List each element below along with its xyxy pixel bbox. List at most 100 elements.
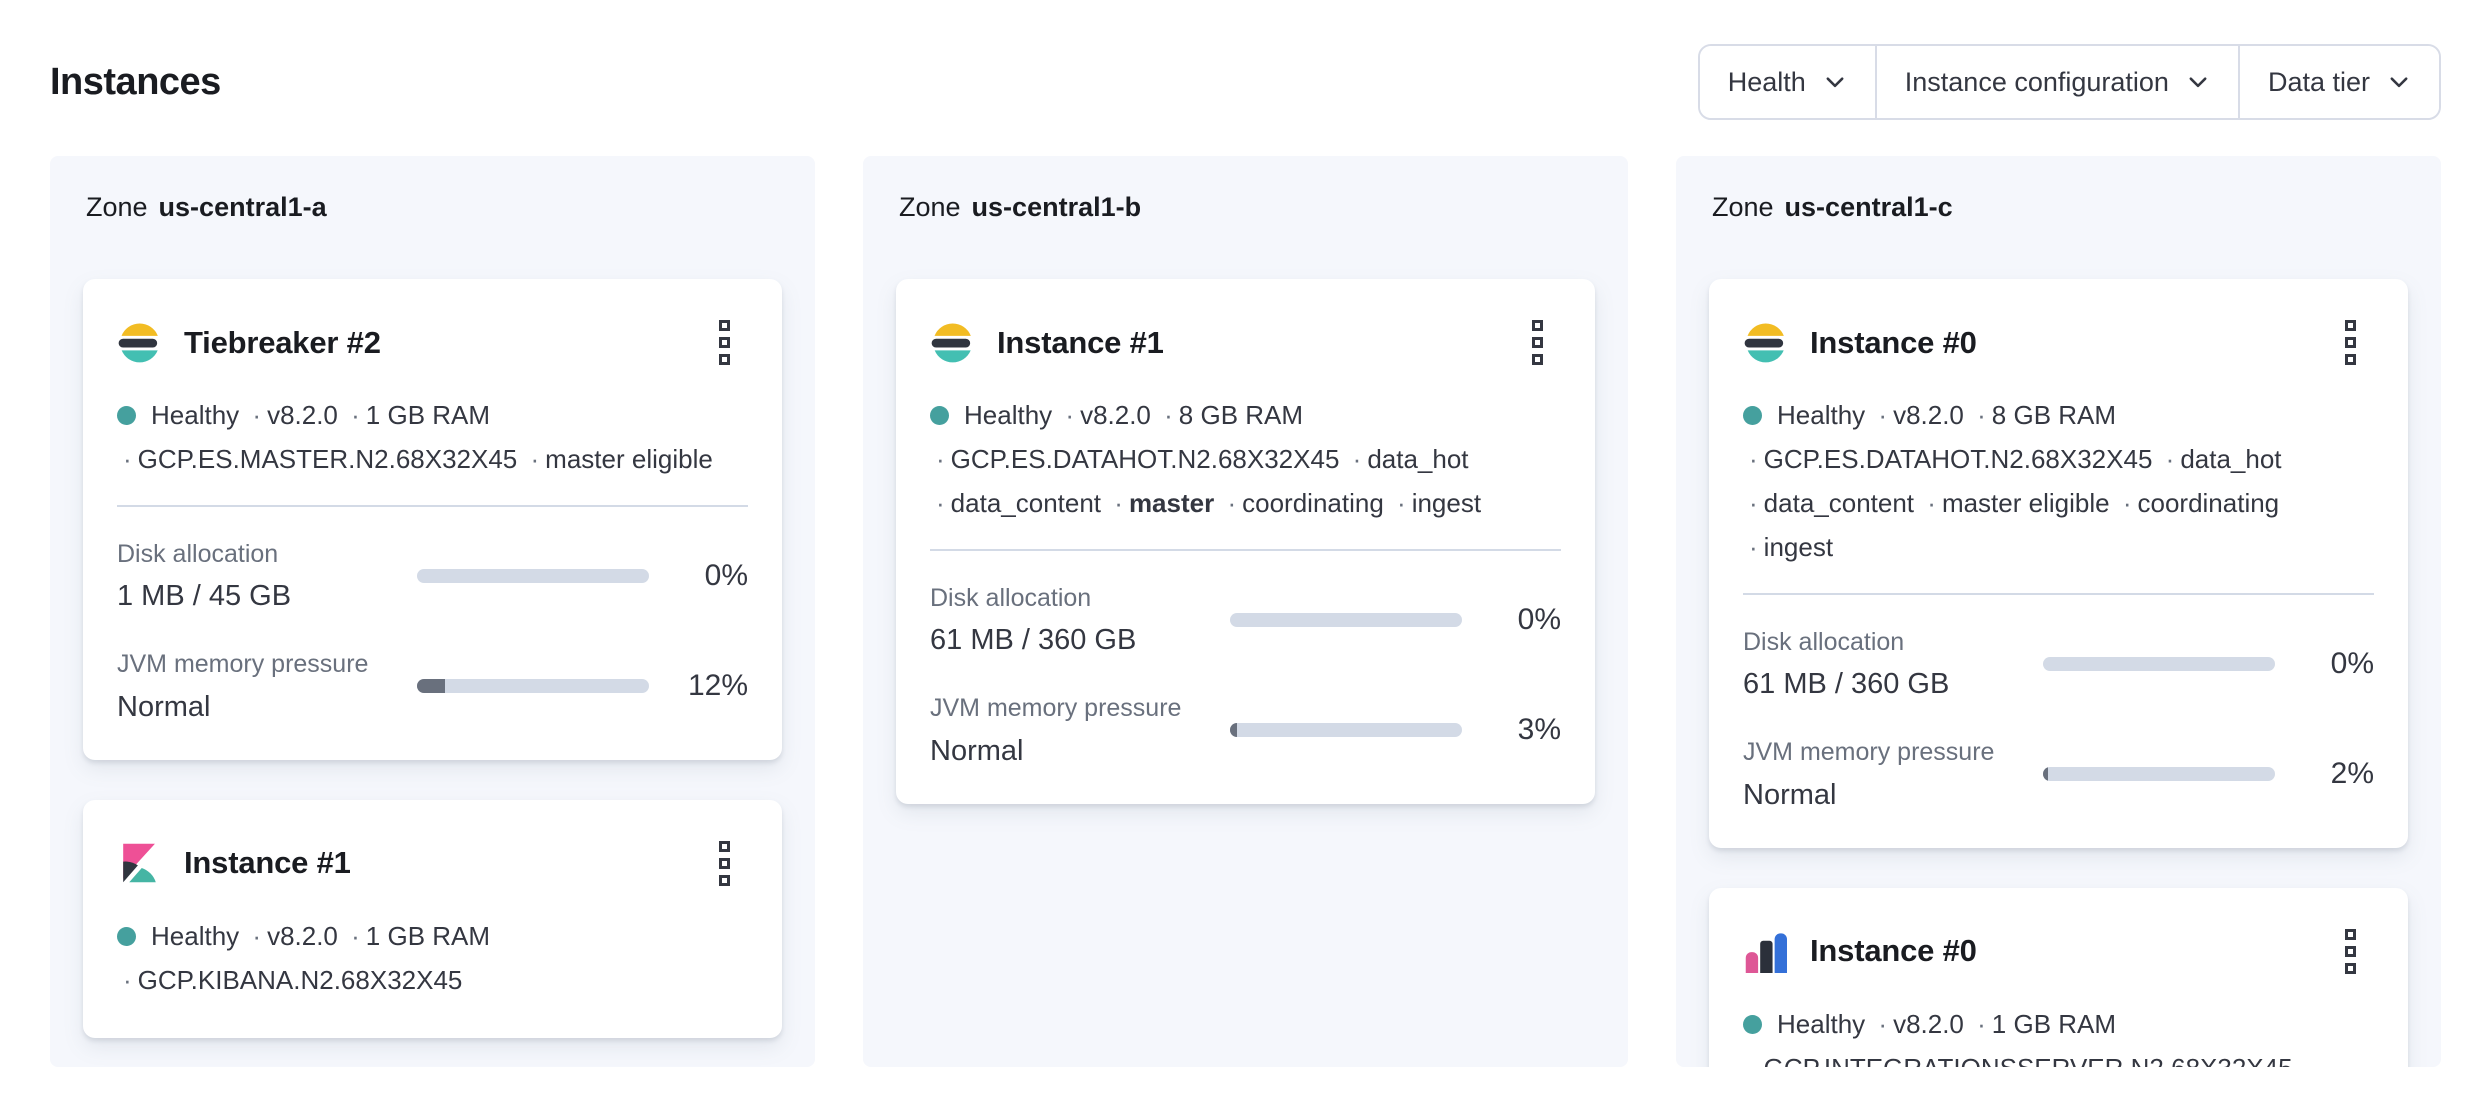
instance-health: Healthy [1777,1008,1866,1039]
progress-bar-fill [1230,723,1237,738]
separator: · [1977,400,1986,430]
metric-percent: 3% [1517,713,1561,747]
instance-menu-button[interactable] [1524,312,1551,373]
metric-row-jvm: JVM memory pressure Normal 12% [117,649,748,723]
instance-title: Tiebreaker #2 [184,324,381,360]
separator: · [530,444,540,474]
card-header: Instance #0 [1743,921,2374,982]
instance-role: data_hot [1367,444,1469,474]
instance-version: v8.2.0 [267,920,338,951]
instance-title: Instance #0 [1810,933,1977,968]
metric-row-jvm: JVM memory pressure Normal 3% [930,693,1561,767]
separator: · [351,400,360,430]
instance-meta: Healthy · v8.2.0 · 1 GB RAM · GCP.KIBANA.N2… [117,914,748,1002]
separator: · [252,400,262,430]
metric-row-disk: Disk allocation 1 MB / 45 GB 0% [117,539,748,613]
elasticsearch-logo-icon [1744,323,1784,362]
metric-label: JVM memory pressure [1743,738,1995,767]
page-title: Instances [50,60,221,103]
instance-config: GCP.KIBANA.N2.68X32X45 [137,964,463,995]
zone-label: Zone [86,192,148,222]
chevron-down-icon [2390,77,2408,88]
metric-row-disk: Disk allocation 61 MB / 360 GB 0% [930,583,1561,657]
health-dot-icon [117,406,136,425]
health-dot-icon [117,926,136,946]
separator: · [2122,488,2132,518]
integrations-server-logo-icon [1745,933,1787,973]
separator: · [1065,400,1075,430]
zone-name: us-central1-a [158,192,327,222]
instance-health: Healthy [1777,400,1866,430]
progress-bar [2043,767,2275,782]
zone-name: us-central1-c [1784,192,1953,222]
instance-role-master: master [1128,488,1215,518]
card-header: Instance #0 [1743,312,2374,373]
metrics: Disk allocation 61 MB / 360 GB 0% JVM me… [930,583,1561,768]
filter-data-tier-label: Data tier [2267,66,2370,97]
card-header: Instance #1 [117,833,748,894]
metric-percent: 0% [1517,603,1561,637]
separator: · [1749,488,1758,518]
instance-title: Instance #1 [997,324,1164,360]
progress-bar [2043,657,2275,672]
metric-value: 1 MB / 45 GB [117,580,292,613]
progress-bar [1230,723,1462,738]
filter-health-button[interactable]: Health [1699,46,1875,118]
filter-instance-configuration-button[interactable]: Instance configuration [1874,46,2238,118]
separator: · [1878,1008,1888,1039]
health-dot-icon [1743,406,1762,425]
metric-value: Normal [1743,778,1837,811]
instance-card: Instance #1 Healthy · v8.2.0 · 1 GB RAM · G… [83,799,782,1038]
instance-role: coordinating [1242,488,1384,518]
instance-role: data_content [1763,488,1915,518]
page-header: Instances Health Instance configuration … [0,0,2490,120]
instance-ram: 1 GB RAM [365,400,491,430]
metric-label: Disk allocation [1743,628,1905,656]
progress-bar-fill [417,679,445,694]
instance-menu-button[interactable] [711,833,738,894]
separator: · [1749,532,1758,562]
separator: · [1227,488,1237,518]
separator: · [123,964,132,995]
instance-meta: Healthy · v8.2.0 · 8 GB RAM · GCP.ES.DATAHO… [930,393,1561,525]
separator: · [936,444,945,474]
instance-version: v8.2.0 [1080,400,1151,430]
zone-panel-us-central1-a: Zone us-central1-a Tiebreaker #2 Healthy… [50,156,815,1067]
metric-label: JVM memory pressure [930,694,1182,723]
instance-role: data_content [950,488,1102,518]
progress-bar [1230,613,1462,628]
metric-value: Normal [930,734,1024,767]
progress-bar-fill [2043,767,2048,782]
separator: · [936,488,945,518]
separator: · [1352,444,1362,474]
filter-health-label: Health [1727,66,1806,97]
instance-config: GCP.INTEGRATIONSSERVER.N2.68X32X45 [1764,1053,2293,1068]
instance-config: GCP.ES.MASTER.N2.68X32X45 [137,444,518,474]
health-dot-icon [930,406,949,425]
metric-value: 61 MB / 360 GB [930,624,1137,657]
separator: · [1397,488,1406,518]
instance-version: v8.2.0 [1893,400,1964,430]
instance-card: Instance #0 Healthy · v8.2.0 · 8 GB RAM · G… [1709,279,2408,848]
elasticsearch-logo-icon [118,323,158,362]
instance-meta: Healthy · v8.2.0 · 8 GB RAM · GCP.ES.DATAHO… [1743,393,2374,569]
instance-menu-button[interactable] [2337,312,2364,373]
progress-bar [417,679,649,694]
divider [1743,593,2374,595]
instance-meta: Healthy · v8.2.0 · 1 GB RAM · GCP.ES.MASTER… [117,393,748,481]
instance-health: Healthy [964,400,1053,430]
separator: · [1977,1008,1986,1039]
instance-menu-button[interactable] [2337,921,2364,982]
filter-data-tier-button[interactable]: Data tier [2237,46,2439,118]
divider [930,549,1561,551]
instance-role: data_hot [2180,444,2282,474]
instance-health: Healthy [151,400,240,430]
separator: · [2165,444,2175,474]
metric-row-jvm: JVM memory pressure Normal 2% [1743,737,2374,811]
metric-label: Disk allocation [930,584,1092,612]
card-header: Instance #1 [930,312,1561,373]
metric-row-disk: Disk allocation 61 MB / 360 GB 0% [1743,627,2374,701]
progress-bar [417,569,649,584]
filter-instance-configuration-label: Instance configuration [1904,66,2169,97]
instance-menu-button[interactable] [711,312,738,373]
